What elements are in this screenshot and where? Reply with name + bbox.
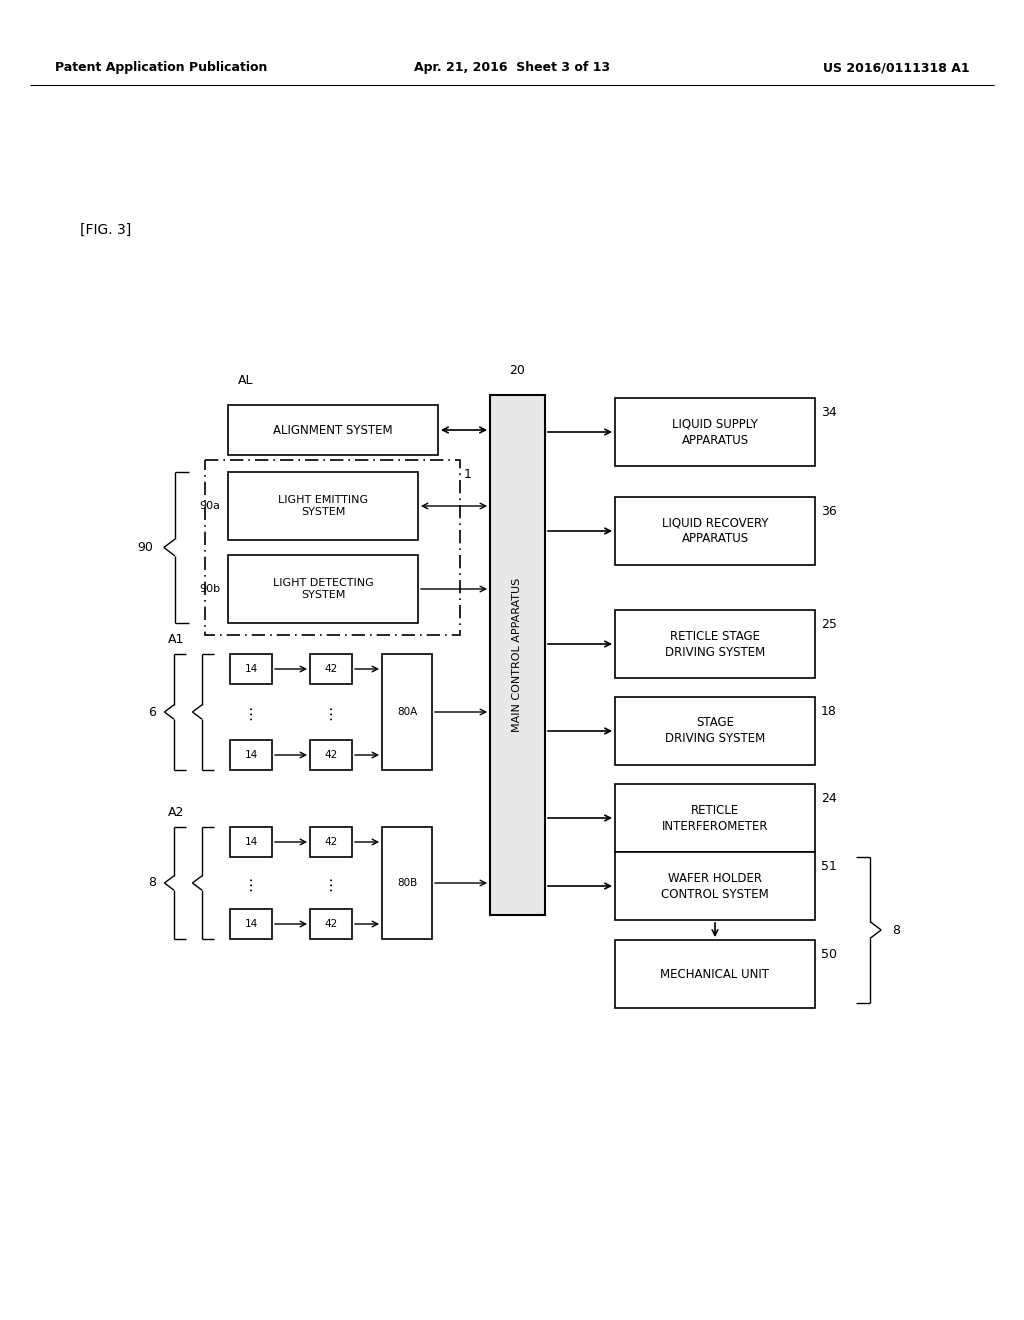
Text: 80B: 80B: [397, 878, 417, 888]
Text: 8: 8: [892, 924, 900, 936]
Text: Patent Application Publication: Patent Application Publication: [55, 62, 267, 74]
Bar: [615, 697, 815, 766]
Text: 80A: 80A: [397, 708, 417, 717]
Bar: [615, 610, 815, 678]
Text: MAIN CONTROL APPARATUS: MAIN CONTROL APPARATUS: [512, 578, 522, 733]
Bar: [228, 554, 418, 623]
Text: 36: 36: [821, 506, 837, 517]
Bar: [615, 940, 815, 1008]
Bar: [615, 498, 815, 565]
Text: STAGE
DRIVING SYSTEM: STAGE DRIVING SYSTEM: [665, 717, 765, 746]
Bar: [230, 653, 272, 684]
Bar: [310, 741, 352, 770]
Text: WAFER HOLDER
CONTROL SYSTEM: WAFER HOLDER CONTROL SYSTEM: [662, 871, 769, 900]
Bar: [382, 653, 432, 770]
Bar: [228, 405, 438, 455]
Text: ⋯: ⋯: [324, 875, 339, 891]
Text: LIQUID SUPPLY
APPARATUS: LIQUID SUPPLY APPARATUS: [672, 417, 758, 446]
Text: 18: 18: [821, 705, 837, 718]
Bar: [615, 784, 815, 851]
Text: AL: AL: [238, 374, 254, 387]
Text: 14: 14: [245, 919, 258, 929]
Text: US 2016/0111318 A1: US 2016/0111318 A1: [823, 62, 970, 74]
Bar: [615, 399, 815, 466]
Text: 14: 14: [245, 664, 258, 675]
Text: 14: 14: [245, 837, 258, 847]
Text: RETICLE
INTERFEROMETER: RETICLE INTERFEROMETER: [662, 804, 768, 833]
Text: 90b: 90b: [199, 583, 220, 594]
Bar: [490, 395, 545, 915]
Text: [FIG. 3]: [FIG. 3]: [80, 223, 131, 238]
Text: 42: 42: [325, 664, 338, 675]
Text: 90: 90: [137, 541, 153, 554]
Bar: [230, 909, 272, 939]
Text: 25: 25: [821, 618, 837, 631]
Text: 1: 1: [464, 469, 472, 480]
Text: 42: 42: [325, 750, 338, 760]
Text: MECHANICAL UNIT: MECHANICAL UNIT: [660, 968, 769, 981]
Text: LIGHT EMITTING
SYSTEM: LIGHT EMITTING SYSTEM: [278, 495, 368, 517]
Bar: [205, 459, 460, 635]
Text: 24: 24: [821, 792, 837, 805]
Text: 50: 50: [821, 948, 837, 961]
Bar: [310, 909, 352, 939]
Text: 90a: 90a: [199, 502, 220, 511]
Text: A2: A2: [168, 807, 184, 818]
Bar: [310, 653, 352, 684]
Text: 20: 20: [510, 364, 525, 378]
Text: A1: A1: [168, 634, 184, 645]
Bar: [228, 473, 418, 540]
Text: ⋯: ⋯: [244, 705, 258, 719]
Bar: [230, 741, 272, 770]
Text: 34: 34: [821, 407, 837, 418]
Text: ⋯: ⋯: [324, 705, 339, 719]
Bar: [310, 828, 352, 857]
Text: 42: 42: [325, 919, 338, 929]
Text: 42: 42: [325, 837, 338, 847]
Text: 14: 14: [245, 750, 258, 760]
Text: LIGHT DETECTING
SYSTEM: LIGHT DETECTING SYSTEM: [272, 578, 374, 601]
Text: ⋯: ⋯: [244, 875, 258, 891]
Text: 8: 8: [148, 876, 156, 890]
Text: Apr. 21, 2016  Sheet 3 of 13: Apr. 21, 2016 Sheet 3 of 13: [414, 62, 610, 74]
Text: ALIGNMENT SYSTEM: ALIGNMENT SYSTEM: [273, 424, 393, 437]
Text: RETICLE STAGE
DRIVING SYSTEM: RETICLE STAGE DRIVING SYSTEM: [665, 630, 765, 659]
Text: LIQUID RECOVERY
APPARATUS: LIQUID RECOVERY APPARATUS: [662, 516, 768, 545]
Bar: [615, 851, 815, 920]
Text: 6: 6: [148, 705, 156, 718]
Bar: [230, 828, 272, 857]
Bar: [382, 828, 432, 939]
Text: 51: 51: [821, 861, 837, 873]
